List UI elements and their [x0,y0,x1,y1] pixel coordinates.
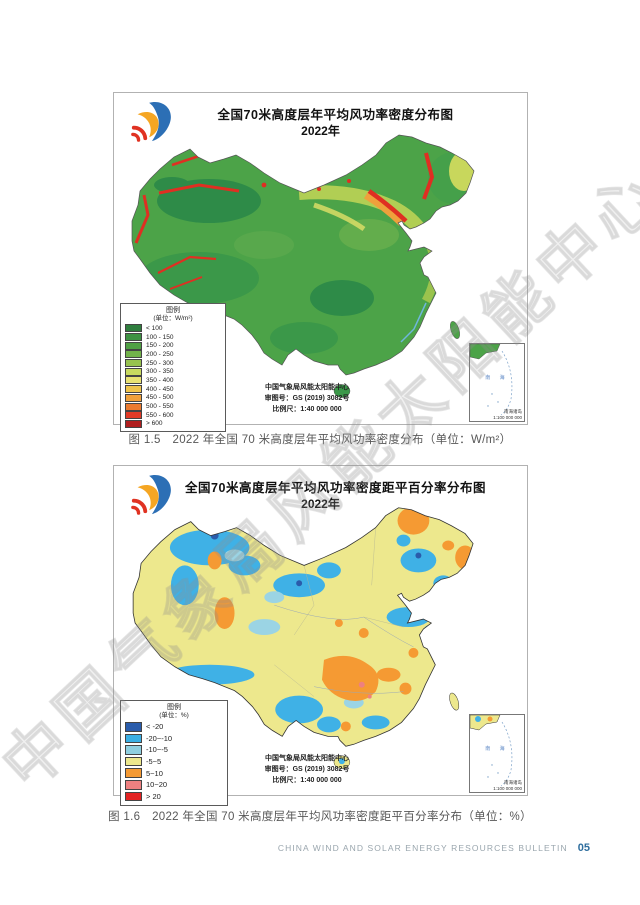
legend-swatch [125,411,142,420]
figure1-caption: 图 1.5 2022 年全国 70 米高度层年平均风功率密度分布（单位：W/m²… [128,434,512,446]
legend-swatch [125,768,142,778]
figure1-map-frame: 全国70米高度层年平均风功率密度分布图 2022年 [113,92,528,433]
figure1-south-china-sea-inset: 南 海 南海诸岛 1:100 000 000 [469,343,525,422]
legend-item: 500 - 550 [125,402,221,411]
figure2-caption: 图 1.6 2022 年全国 70 米高度层年平均风功率密度距平百分率分布（单位… [108,811,532,823]
legend-swatch [125,385,142,394]
legend-title: 图例 [166,307,180,314]
legend-unit: (单位：W/m²) [153,315,193,322]
figure1-legend: 图例 (单位：W/m²) < 100 100 - 150 150 - 200 2… [120,303,226,433]
inset-caption: 南海诸岛 1:100 000 000 [493,409,522,420]
legend-unit: (单位：%) [159,712,189,719]
legend-item: 150 - 200 [125,341,221,350]
legend-swatch [125,359,142,368]
legend-swatch [125,722,142,732]
legend-swatch [125,791,142,802]
legend-swatch [125,393,142,402]
legend-item: -5~5 [125,756,223,768]
legend-item: > 600 [125,419,221,429]
figure1-map-year: 2022年 [301,124,340,138]
legend-item: 400 - 450 [125,385,221,394]
inset-sea-label: 南 海 [485,746,509,752]
legend-item: < -20 [125,721,223,733]
legend-item: > 20 [125,791,223,803]
legend-item: -10~-5 [125,744,223,756]
cma-wind-solar-logo-icon [131,101,171,142]
footer-bulletin-title: CHINA WIND AND SOLAR ENERGY RESOURCES BU… [277,843,568,853]
legend-title: 图例 [167,704,181,711]
legend-swatch [125,333,142,342]
inset-caption: 南海诸岛 1:100 000 000 [493,780,522,791]
figure2-map-frame: 全国70米高度层年平均风功率密度距平百分率分布图 2022年 [113,465,528,807]
figure1-credits: 中国气象局风能太阳能中心 审图号：GS (2019) 3082号 比例尺：1:4… [222,382,392,415]
legend-item: 5~10 [125,767,223,779]
legend-swatch [125,745,142,755]
figure2-south-china-sea-inset: 南 海 南海诸岛 1:100 000 000 [469,714,525,793]
figure1-map-title: 全国70米高度层年平均风功率密度分布图 [217,108,454,122]
legend-item: 450 - 500 [125,393,221,403]
legend-swatch [125,341,142,350]
legend-swatch [125,780,142,790]
legend-swatch [125,367,142,376]
footer-page-number: 05 [577,842,590,854]
inset-map-graphic [470,715,513,787]
legend-item: 200 - 250 [125,350,221,359]
legend-item: 250 - 300 [125,359,221,368]
figure2-map-title: 全国70米高度层年平均风功率密度距平百分率分布图 [185,481,486,495]
credits-approval: 审图号：GS (2019) 3082号 [264,395,350,402]
legend-swatch [125,419,142,428]
legend-swatch [125,376,142,385]
credits-scale: 比例尺：1:40 000 000 [272,777,342,784]
legend-item: -20~-10 [125,733,223,745]
legend-item: 100 - 150 [125,333,221,342]
legend-item: 550 - 600 [125,411,221,420]
inset-map-graphic [470,344,513,416]
inset-sea-label: 南 海 [485,375,509,381]
legend-swatch [125,733,142,744]
credits-org: 中国气象局风能太阳能中心 [265,755,349,762]
legend-item: 10~20 [125,779,223,791]
figure2-map-year: 2022年 [301,497,340,511]
legend-item: 350 - 400 [125,376,221,385]
legend-swatch [125,402,142,411]
credits-approval: 审图号：GS (2019) 3082号 [264,766,350,773]
legend-item: < 100 [125,324,221,333]
figure2-legend: 图例 (单位：%) < -20 -20~-10 -10~-5 -5~5 5~10… [120,700,228,807]
credits-org: 中国气象局风能太阳能中心 [265,384,349,391]
legend-swatch [125,324,142,333]
legend-item: 300 - 350 [125,367,221,376]
credits-scale: 比例尺：1:40 000 000 [272,406,342,413]
page-footer: CHINA WIND AND SOLAR ENERGY RESOURCES BU… [278,842,590,854]
legend-swatch [125,350,142,359]
legend-swatch [125,756,142,767]
figure2-credits: 中国气象局风能太阳能中心 审图号：GS (2019) 3082号 比例尺：1:4… [222,753,392,786]
cma-wind-solar-logo-icon [131,474,171,515]
